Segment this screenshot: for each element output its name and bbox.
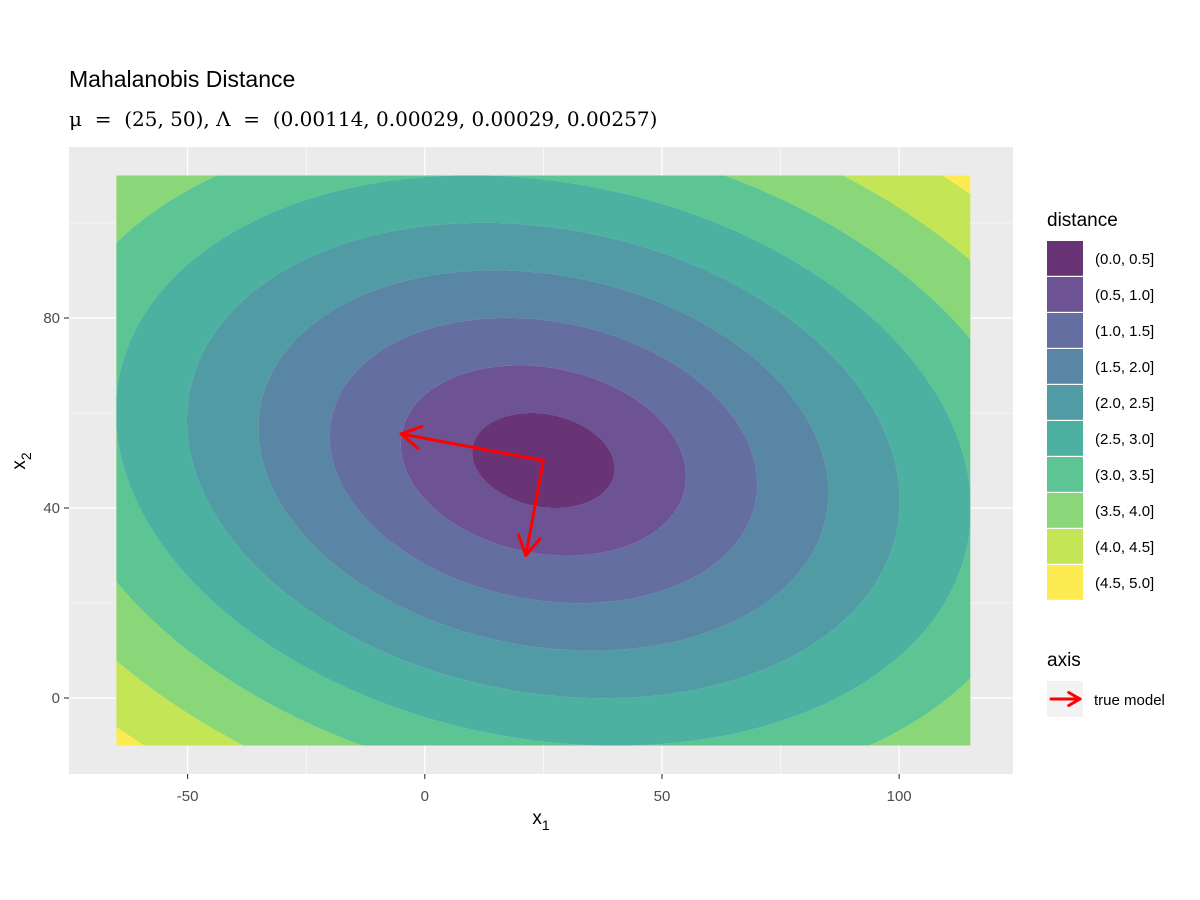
legend-distance-key — [1047, 277, 1083, 312]
legend-distance-label: (2.5, 3.0] — [1095, 431, 1154, 448]
legend-distance-label: (3.0, 3.5] — [1095, 467, 1154, 484]
legend-distance-key — [1047, 349, 1083, 384]
y-tick-label: 40 — [43, 500, 60, 517]
x-tick-label: -50 — [177, 788, 199, 805]
legend-distance-label: (0.0, 0.5] — [1095, 251, 1154, 268]
legend-distance-key — [1047, 493, 1083, 528]
subtitle-eq: = — [88, 107, 117, 131]
x-axis-title-base: x — [532, 808, 542, 829]
y-axis-title-sub: 2 — [18, 452, 34, 460]
legend-distance-title: distance — [1047, 210, 1118, 231]
y-tick-label: 80 — [43, 310, 60, 327]
legend-axis-title: axis — [1047, 650, 1081, 671]
legend-distance-key — [1047, 529, 1083, 564]
legend-axis-arrow-icon-head — [1067, 691, 1082, 707]
legend-axis-label: true model — [1094, 692, 1165, 709]
legend-distance-key — [1047, 241, 1083, 276]
chart-title: Mahalanobis Distance — [69, 66, 295, 92]
x-axis-ticks: -50 0 50 100 — [177, 774, 912, 805]
legend-distance: distance (0.0, 0.5] (0.5, 1.0] (1.0, 1.5] (… — [1047, 210, 1154, 600]
legend-distance-label: (4.0, 4.5] — [1095, 539, 1154, 556]
subtitle-lambda-symbol: Λ — [215, 107, 231, 131]
subtitle-mu-symbol: μ — [69, 107, 82, 131]
legend-distance-label: (3.5, 4.0] — [1095, 503, 1154, 520]
y-axis-title: x2 — [9, 452, 34, 470]
x-tick-label: 50 — [654, 788, 671, 805]
x-tick-label: 0 — [421, 788, 429, 805]
legend-distance-key — [1047, 313, 1083, 348]
subtitle-mu-value: (25, 50), — [124, 107, 216, 131]
y-tick-label: 0 — [52, 690, 60, 707]
x-tick-label: 100 — [887, 788, 912, 805]
x-axis-title: x1 — [532, 808, 550, 833]
legend-distance-label: (1.0, 1.5] — [1095, 323, 1154, 340]
legend-axis: axis true model — [1047, 650, 1165, 717]
legend-distance-label: (2.0, 2.5] — [1095, 395, 1154, 412]
y-axis-title-base: x — [9, 460, 30, 470]
x-axis-title-sub: 1 — [542, 817, 550, 833]
subtitle-lambda-value: (0.00114, 0.00029, 0.00029, 0.00257) — [273, 107, 658, 131]
legend-distance-key — [1047, 385, 1083, 420]
true-model-arrow-1 — [399, 432, 545, 462]
subtitle-eq-2: = — [237, 107, 266, 131]
true-model-arrow-1-head — [399, 425, 424, 450]
legend-distance-label: (0.5, 1.0] — [1095, 287, 1154, 304]
true-model-arrow-2-head — [516, 533, 542, 557]
true-model-arrow-2 — [524, 459, 545, 557]
chart-subtitle: μ = (25, 50), Λ = (0.00114, 0.00029, 0.0… — [69, 107, 657, 131]
arrow-layer — [399, 425, 545, 557]
legend-distance-key — [1047, 457, 1083, 492]
legend-distance-key — [1047, 565, 1083, 600]
legend-distance-label: (1.5, 2.0] — [1095, 359, 1154, 376]
legend-distance-key — [1047, 421, 1083, 456]
y-axis-ticks: 0 40 80 — [43, 310, 69, 707]
legend-distance-label: (4.5, 5.0] — [1095, 575, 1154, 592]
